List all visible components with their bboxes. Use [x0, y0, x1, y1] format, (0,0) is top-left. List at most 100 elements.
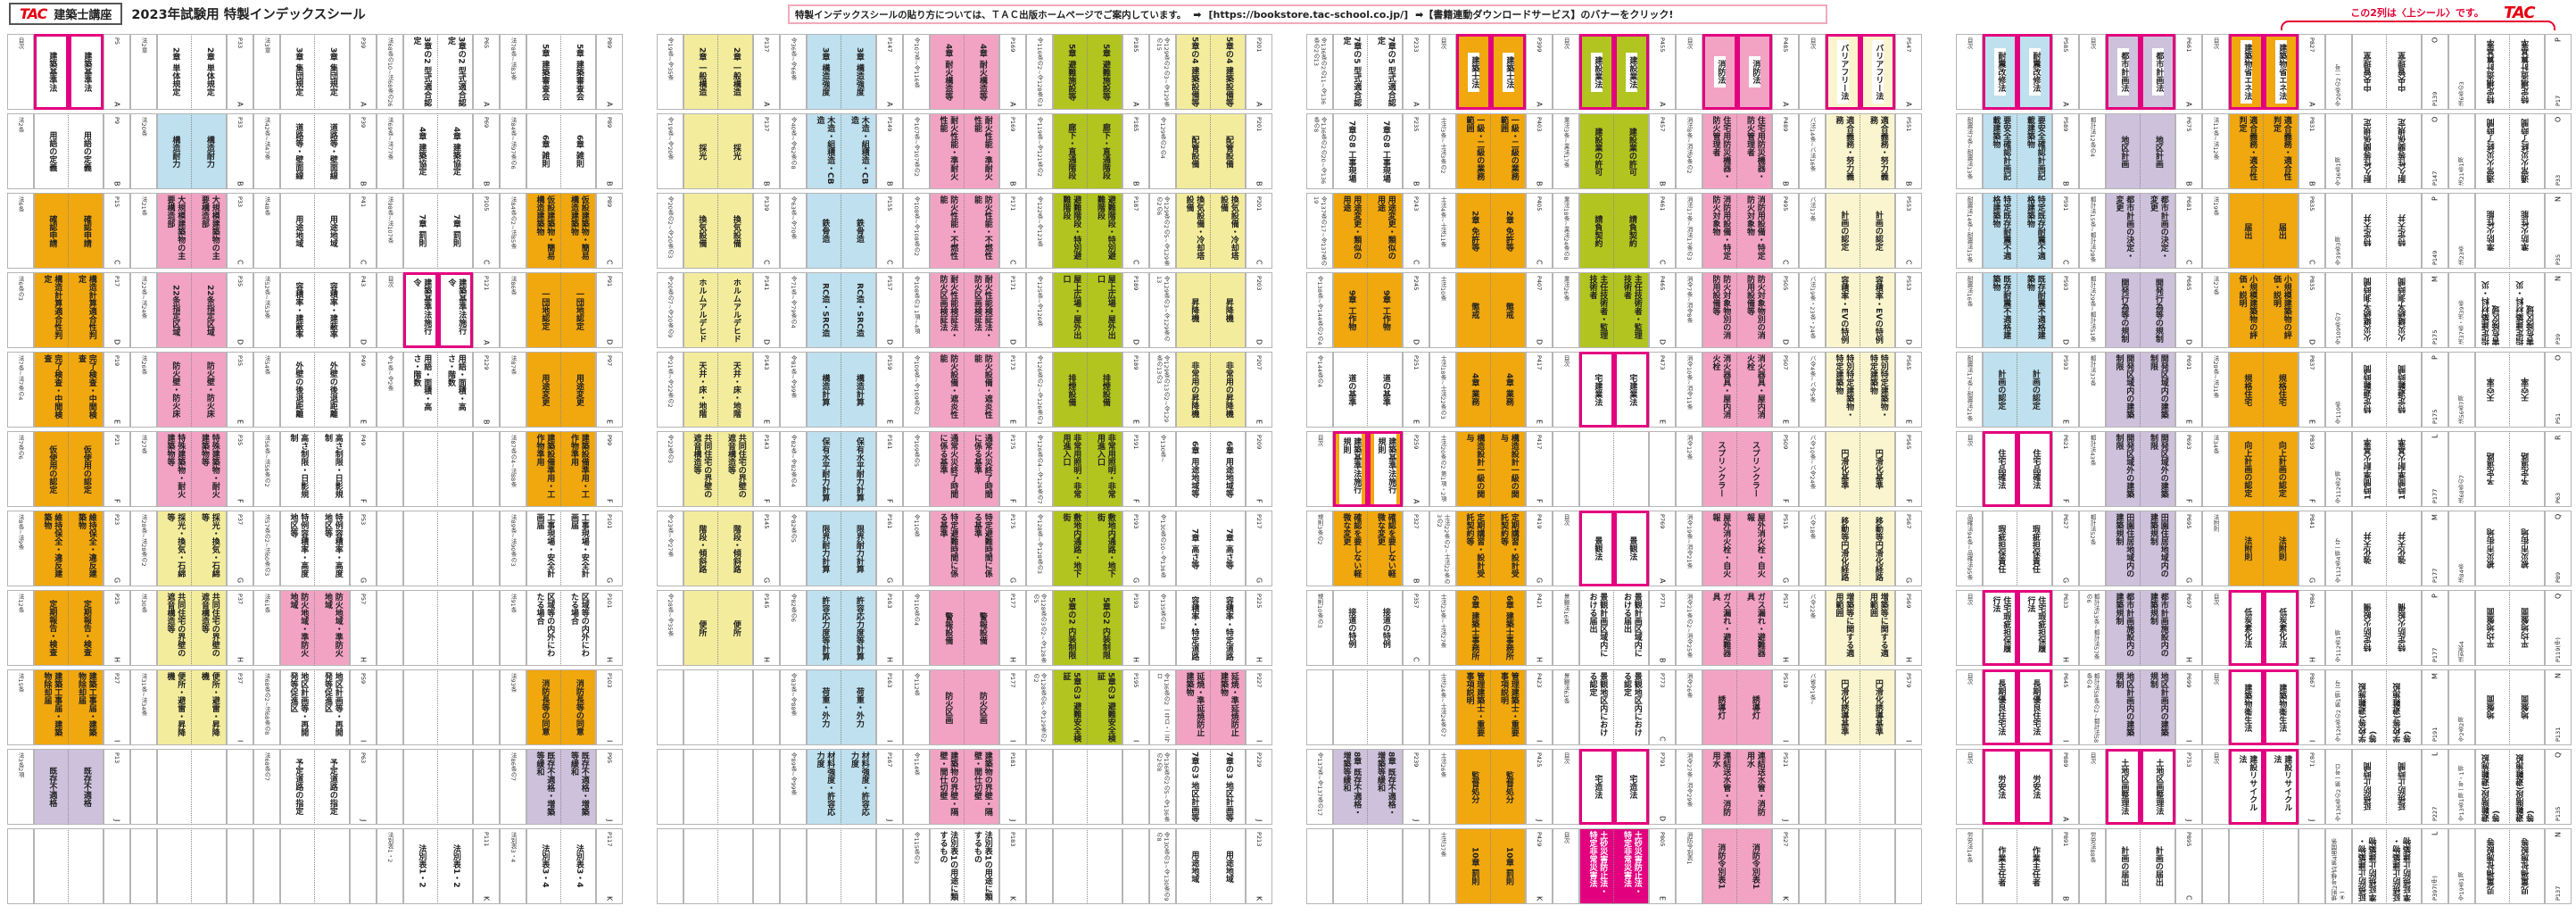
index-tab — [438, 669, 473, 745]
article-ref: 令63条~令70条 — [780, 193, 807, 269]
page-ref: P527 K — [1772, 828, 1799, 904]
page-ref: P509 F — [1772, 431, 1799, 507]
page-ref: P407 D — [1526, 272, 1553, 348]
index-tab — [315, 828, 350, 904]
index-tab: 容積率・特定道路 — [1176, 590, 1211, 666]
index-tab: 強化天井 — [2387, 511, 2422, 586]
index-tab: 特定天井 — [2387, 193, 2422, 269]
page-ref: P505 D — [1772, 272, 1799, 348]
index-tab: 開発区域内の建築制限 — [2106, 352, 2141, 428]
article-ref: 令129条の2の5~令129条の2の6 — [1149, 193, 1176, 269]
page-ref: P35 D — [227, 272, 253, 348]
index-tab: 宅建業法 — [1614, 352, 1649, 428]
index-tab: 警報設備 — [965, 590, 999, 666]
index-tab: 2章 単体規定 — [192, 34, 227, 110]
page-ref: P33 B — [227, 113, 253, 189]
index-tab: 便所・避雷・昇降機 — [192, 669, 227, 745]
page-ref: P465 D — [1649, 272, 1676, 348]
article-ref: 法93条 — [500, 669, 526, 745]
page-ref: P35 E — [227, 352, 253, 428]
article-ref: 目次 — [1956, 749, 1983, 825]
index-tab: 計画の届出 — [2106, 828, 2141, 904]
index-tab: スプリンクラー — [1737, 431, 1772, 507]
index-tab: 6章 建築士事務所 — [1491, 590, 1526, 666]
page-ref: P177 I — [999, 669, 1026, 745]
index-tab: 防火区画 — [965, 669, 999, 745]
article-ref: 法98条~法107条 — [377, 193, 403, 269]
index-tab: 開発区域外の建築制限 — [2141, 431, 2175, 507]
panel-2: 令19条~令35条 令19条~令20条 令20条の2~令20条の3 令20条の7~令2… — [657, 34, 1272, 908]
index-tab: 接道の特例 — [1333, 590, 1368, 666]
page-ref: P645 I — [2052, 669, 2079, 745]
index-tab: 予定道路 — [2475, 431, 2510, 507]
page-ref: P41 C — [350, 193, 377, 269]
index-tab: 完了検査・中間検査 — [69, 352, 104, 428]
index-tab: 請負契約 — [1579, 193, 1614, 269]
index-tab: 建築基準法施行規則 — [1368, 431, 1403, 507]
page-ref: P63 R — [2545, 431, 2572, 507]
index-tab: 天井・床・地階 — [683, 352, 718, 428]
page-ref: P489 B — [1772, 113, 1799, 189]
page-ref: P17 D — [104, 272, 130, 348]
tac-logo-box: TAC 建築士講座 — [9, 3, 123, 25]
article-ref: 令130条の10~令136条 — [1149, 511, 1176, 586]
index-tab: 天空率 — [2510, 352, 2545, 428]
index-tab: 2章 一般構造 — [718, 34, 753, 110]
article-ref: 業法3条~業法17条 — [1553, 113, 1579, 189]
article-ref: 耐震法7条~耐震法13条 — [1956, 113, 1983, 189]
index-tab: 6章 雑則 — [526, 113, 561, 189]
article-ref — [1306, 669, 1333, 745]
index-tab: 建築物省エネ法 — [2264, 34, 2299, 110]
article-ref: 令128条の6~令129条の2の2 — [1026, 669, 1053, 745]
article-ref: 令129条の2の4 — [1149, 113, 1176, 189]
index-tab: 地区計画 — [2141, 113, 2175, 189]
index-tab: 建築工事届・建築物除却届 — [69, 669, 104, 745]
index-tab: 敷地内通路・地下街 — [1053, 511, 1088, 586]
index-tab: 建築設備準用・工作物準用 — [526, 431, 561, 507]
index-tab: 建築基準法施行令 — [403, 272, 438, 348]
page-ref: P163 I — [876, 669, 903, 745]
page-ref: P185 A — [1122, 34, 1149, 110]
index-tab: 作業主任者 — [2017, 828, 2052, 904]
article-ref: バ令4条~バ令5条 — [1799, 352, 1826, 428]
article-ref: 法12条 — [7, 590, 34, 666]
notice-text: 特製インデックスシールの貼り方については、ＴＡＣ出版ホームページでご案内していま… — [795, 9, 1187, 21]
article-ref: 令21条~令22条の2 — [657, 352, 683, 428]
page-ref: P33 C — [227, 193, 253, 269]
column-group-3: 法3章 法42条~法47条 法48条 法52条~法53条 法54条 法56条~法56条の2… — [253, 34, 377, 908]
article-ref: 令71条~令79条の4 — [780, 272, 807, 348]
page-ref: P805 E — [1649, 828, 1676, 904]
index-tab: 中央管理室 — [2387, 34, 2422, 110]
index-tab: 建築物省エネ法 — [2229, 34, 2264, 110]
page-ref: P171 D — [999, 272, 1026, 348]
article-ref: 目次 — [1676, 34, 1702, 110]
page-ref: P187 C — [1122, 193, 1149, 269]
index-tab: 地区計画等・再開発等促進区 — [280, 669, 315, 745]
article-ref: 令112条 — [903, 669, 930, 745]
index-tab: 地区計画内の建築規制 — [2106, 669, 2141, 745]
article-ref — [253, 828, 280, 904]
index-tab: 管理建築士・重要事項説明 — [1491, 669, 1526, 745]
article-ref: 目次 — [1956, 669, 1983, 745]
page-ref: P259 A — [1403, 431, 1429, 507]
article-ref: 法61条 — [253, 590, 280, 666]
index-tab — [807, 828, 841, 904]
index-tab: 円滑化基準 — [1860, 431, 1895, 507]
page-ref: P39 B — [350, 113, 377, 189]
index-tab: 4章 業務 — [1456, 352, 1491, 428]
index-tab — [1860, 828, 1895, 904]
index-tab — [841, 828, 876, 904]
index-tab: 児童福祉施設等 — [2510, 828, 2545, 904]
index-tab: 届出 — [2229, 193, 2264, 269]
page-ref: P35 F — [227, 431, 253, 507]
article-ref: 都計法37条 — [2079, 352, 2106, 428]
index-tab: 特定既存耐震不適格建築物 — [2017, 193, 2052, 269]
index-tab: 防火地域・準防火地域 — [280, 590, 315, 666]
article-ref: 都計法15条~都計法28条 — [2079, 193, 2106, 269]
article-ref: 法37条・法39条 — [2448, 272, 2475, 348]
index-tab — [718, 828, 753, 904]
page-ref: P691 E — [2175, 352, 2202, 428]
page-ref: P161 G — [876, 511, 903, 586]
notice-box: 特製インデックスシールの貼り方については、ＴＡＣ出版ホームページでご案内していま… — [788, 4, 1827, 24]
article-ref: 令130条の3~令130条の9の8 — [1149, 828, 1176, 904]
